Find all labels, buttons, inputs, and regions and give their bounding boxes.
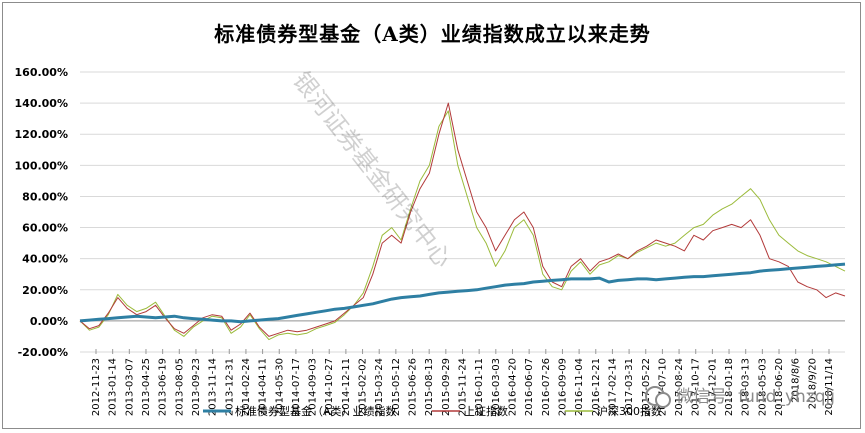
x-tick-label: 2014-02-24 [241,358,252,416]
x-tick-label: 2017-03-31 [624,358,635,416]
x-tick-label: 2017-08-24 [674,358,685,416]
x-tick-label: 2015-02-02 [358,358,369,416]
chart-frame [2,2,861,429]
x-tick-label: 2018/8/6 [791,358,802,403]
x-tick-label: 2013-04-25 [141,358,152,416]
x-tick-label: 2018-03-13 [741,358,752,416]
x-tick-label: 2015-06-26 [408,358,419,416]
y-tick-label: 100.00% [15,159,68,172]
x-axis: 2012-11-23 2013-01-14 2013-03-07 2013-04-25… [91,349,835,416]
y-tick-label: 60.00% [22,222,68,235]
x-tick-label: 2013-11-14 [208,358,219,416]
x-tick-label: 2017-10-17 [691,358,702,416]
y-tick-label: 80.00% [22,190,68,203]
x-tick-label: 2015-05-12 [391,358,402,416]
x-tick-label: 2018/11/14 [824,358,835,416]
x-tick-label: 2015-09-29 [441,358,452,416]
watermark-text: 银河证券基金研究中心 [287,66,457,272]
x-tick-label: 2016-09-09 [557,358,568,416]
legend-label: 标准债券型基金（A类）业绩指数 [235,404,397,418]
chart-title: 标准债券型基金（A类）业绩指数成立以来走势 [214,22,651,46]
wechat-icon-bubble [655,392,671,408]
y-tick-label: 160.00% [15,66,68,79]
x-tick-label: 2016-01-11 [474,358,485,416]
x-tick-label: 2012-11-23 [91,358,102,416]
wechat-brand: 微信号: fund_yhzqjj [645,386,835,408]
x-tick-label: 2017-05-22 [641,358,652,416]
x-tick-label: 2013-12-31 [224,358,235,416]
x-tick-label: 2018/9/20 [807,358,818,409]
y-tick-label: 0.00% [30,315,68,328]
series-lines [79,102,846,341]
x-tick-label: 2013-03-07 [124,358,135,416]
x-tick-label: 2015-08-13 [424,358,435,416]
y-axis: 160.00% 140.00% 120.00% 100.00% 80.00% 60.00%… [15,66,68,359]
x-tick-label: 2013-09-23 [191,358,202,416]
y-tick-label: 20.00% [22,284,68,297]
series-line [79,262,846,324]
x-tick-label: 2017-12-01 [707,358,718,416]
x-tick-label: 2014-10-27 [324,358,335,416]
x-tick-label: 2014-09-03 [308,358,319,416]
x-tick-label: 2018-05-03 [757,358,768,416]
x-tick-label: 2017-02-14 [607,358,618,416]
watermark: 银河证券基金研究中心 [287,66,457,272]
y-tick-label: 140.00% [15,97,68,110]
x-tick-label: 2016-06-07 [524,358,535,416]
grid-lines [80,71,845,353]
x-tick-label: 2015-03-24 [374,358,385,416]
x-tick-label: 2015-11-24 [458,358,469,416]
y-tick-label: 40.00% [22,253,68,266]
x-tick-label: 2016-11-04 [574,358,585,416]
x-tick-label: 2014-05-30 [274,358,285,416]
legend-label: 上证指数 [464,404,508,418]
x-tick-label: 2016-03-03 [491,358,502,416]
legend-label: 沪深300指数 [597,404,662,418]
x-tick-label: 2017-07-10 [657,358,668,416]
x-tick-label: 2013-08-05 [174,358,185,416]
x-tick-label: 2016-04-20 [507,358,518,416]
series-line [79,102,846,337]
x-tick-label: 2013-01-14 [108,358,119,416]
x-tick-label: 2014-12-11 [341,358,352,416]
x-tick-label: 2013-06-19 [158,358,169,416]
x-tick-label: 2018-01-18 [724,358,735,416]
x-tick-label: 2016-07-26 [541,358,552,416]
y-tick-label: 120.00% [15,128,68,141]
legend: 标准债券型基金（A类）业绩指数 上证指数 沪深300指数 [203,404,662,418]
x-tick-label: 2018-06-20 [774,358,785,416]
x-tick-label: 2014-07-17 [291,358,302,416]
x-tick-label: 2014-04-11 [258,358,269,416]
y-tick-label: -20.00% [18,346,68,359]
wechat-brand-text: 微信号: fund_yhzqjj [676,387,835,407]
x-tick-label: 2016-12-21 [591,358,602,416]
